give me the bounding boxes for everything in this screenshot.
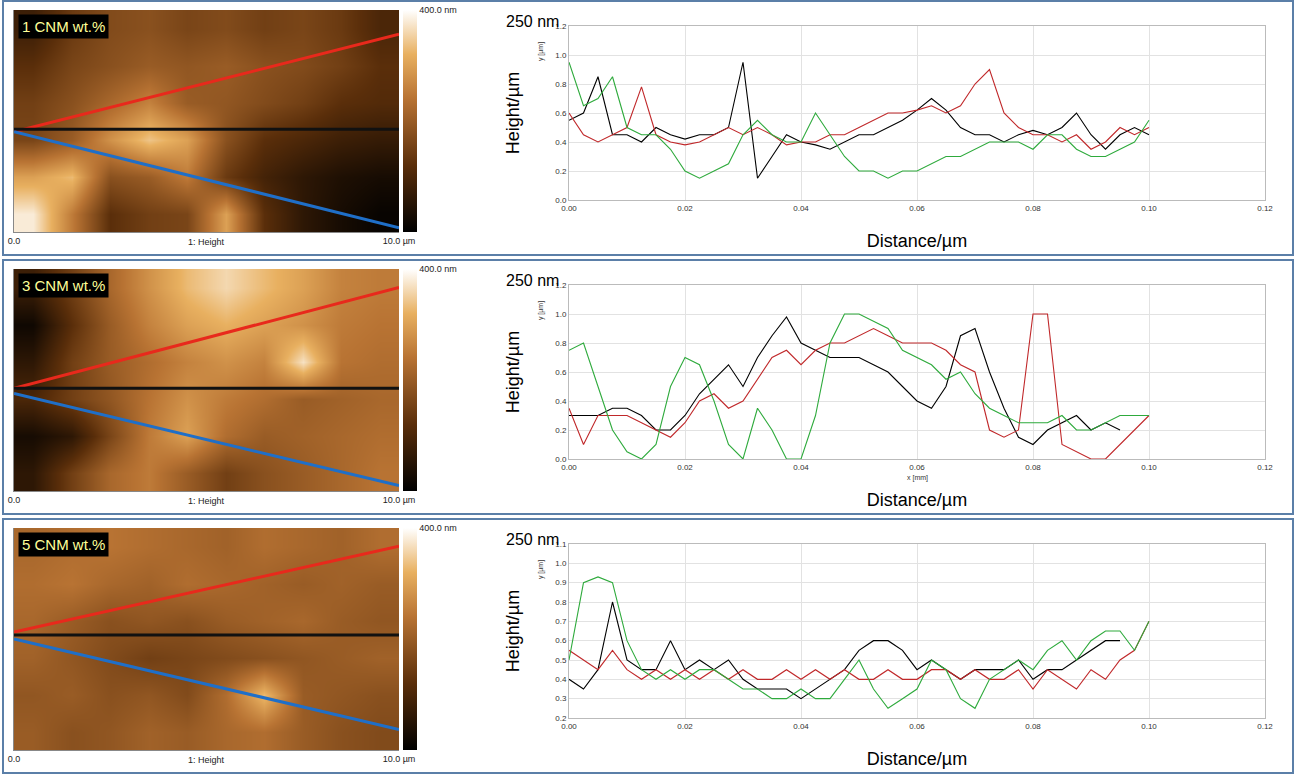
svg-text:0.02: 0.02 [677,463,693,472]
svg-text:0.04: 0.04 [793,722,809,731]
svg-text:0.0: 0.0 [8,495,21,505]
svg-text:1.2: 1.2 [555,281,567,290]
svg-text:1.1: 1.1 [555,540,567,549]
svg-text:0.8: 0.8 [555,598,567,607]
svg-text:0.06: 0.06 [909,204,925,213]
svg-text:0.4: 0.4 [555,397,567,406]
svg-text:0.12: 0.12 [1257,722,1273,731]
svg-text:400.0 nm: 400.0 nm [419,5,457,15]
svg-text:0.0: 0.0 [555,455,567,464]
svg-text:0.06: 0.06 [909,722,925,731]
svg-text:0.06: 0.06 [909,463,925,472]
svg-text:0.04: 0.04 [793,463,809,472]
svg-text:250 nm: 250 nm [506,272,559,289]
svg-text:0.00: 0.00 [561,722,577,731]
svg-text:0.3: 0.3 [555,694,567,703]
svg-text:0.08: 0.08 [1025,204,1041,213]
svg-text:Height/µm: Height/µm [503,590,523,672]
svg-text:1.2: 1.2 [555,22,567,31]
svg-text:0.10: 0.10 [1141,204,1157,213]
svg-text:y [µm]: y [µm] [537,301,545,320]
svg-text:x [mm]: x [mm] [907,474,928,482]
svg-text:0.0: 0.0 [8,236,21,246]
svg-text:y [µm]: y [µm] [537,560,545,579]
svg-text:0.8: 0.8 [555,339,567,348]
svg-text:y [µm]: y [µm] [537,42,545,61]
svg-text:1.0: 1.0 [555,559,567,568]
svg-text:0.02: 0.02 [677,204,693,213]
svg-text:400.0 nm: 400.0 nm [419,523,457,533]
svg-text:0.08: 0.08 [1025,463,1041,472]
svg-text:0.4: 0.4 [555,138,567,147]
svg-text:0.6: 0.6 [555,636,567,645]
svg-text:Height/µm: Height/µm [503,72,523,154]
svg-text:0.2: 0.2 [555,714,567,723]
svg-text:0.12: 0.12 [1257,204,1273,213]
svg-text:1: Height: 1: Height [188,237,225,247]
svg-text:5 CNM wt.%: 5 CNM wt.% [22,536,105,553]
svg-text:10.0 µm: 10.0 µm [383,236,416,246]
svg-text:0.10: 0.10 [1141,722,1157,731]
svg-text:0.2: 0.2 [555,167,567,176]
svg-text:Distance/µm: Distance/µm [867,490,967,510]
svg-text:0.8: 0.8 [555,80,567,89]
svg-text:0.2: 0.2 [555,426,567,435]
svg-text:250 nm: 250 nm [506,531,559,548]
svg-text:0.12: 0.12 [1257,463,1273,472]
svg-text:1.0: 1.0 [555,310,567,319]
svg-text:1 CNM wt.%: 1 CNM wt.% [22,18,105,35]
svg-text:0.08: 0.08 [1025,722,1041,731]
svg-text:1: Height: 1: Height [188,755,225,765]
svg-text:0.00: 0.00 [561,463,577,472]
svg-text:1: Height: 1: Height [188,496,225,506]
svg-text:0.4: 0.4 [555,675,567,684]
svg-text:Distance/µm: Distance/µm [867,231,967,251]
svg-text:Distance/µm: Distance/µm [867,749,967,769]
svg-text:0.9: 0.9 [555,578,567,587]
svg-text:0.02: 0.02 [677,722,693,731]
svg-text:0.6: 0.6 [555,368,567,377]
svg-text:1.0: 1.0 [555,51,567,60]
svg-text:0.10: 0.10 [1141,463,1157,472]
svg-text:400.0 nm: 400.0 nm [419,264,457,274]
svg-text:10.0 µm: 10.0 µm [383,495,416,505]
svg-text:3 CNM wt.%: 3 CNM wt.% [22,277,105,294]
svg-text:0.00: 0.00 [561,204,577,213]
svg-text:250 nm: 250 nm [506,13,559,30]
svg-text:10.0 µm: 10.0 µm [383,754,416,764]
svg-text:Height/µm: Height/µm [503,331,523,413]
svg-text:0.04: 0.04 [793,204,809,213]
svg-text:0.6: 0.6 [555,109,567,118]
svg-text:0.0: 0.0 [8,754,21,764]
svg-text:0.5: 0.5 [555,656,567,665]
svg-text:0.0: 0.0 [555,196,567,205]
svg-text:0.7: 0.7 [555,617,567,626]
